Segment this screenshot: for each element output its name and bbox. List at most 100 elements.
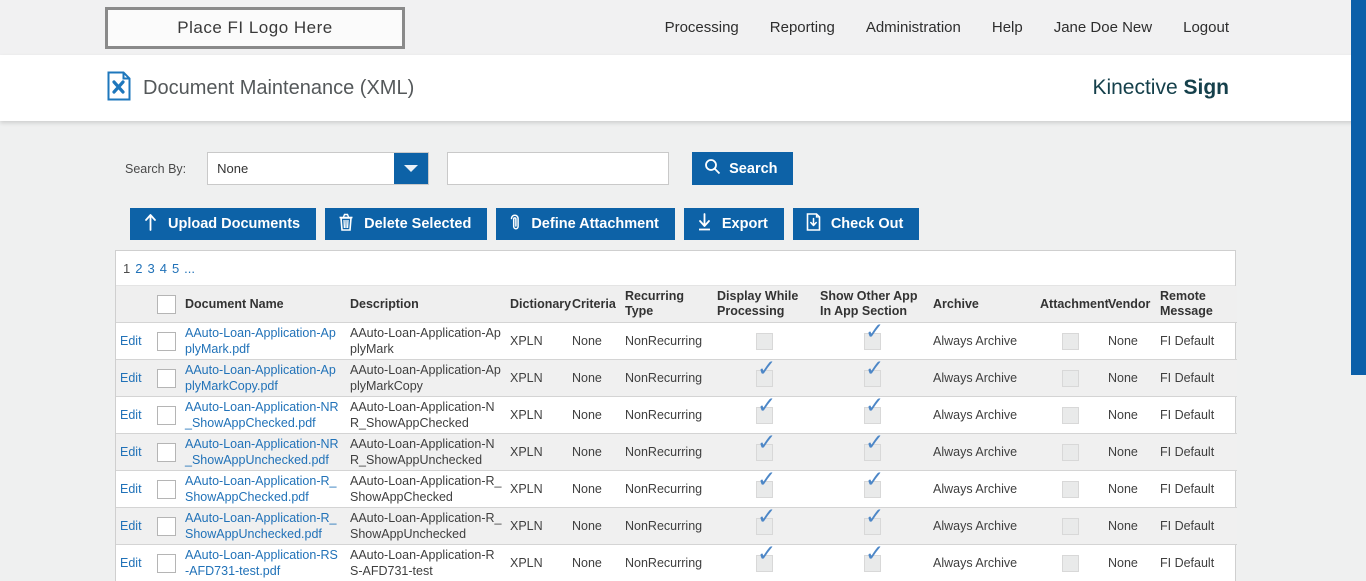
dictionary-value: XPLN: [510, 445, 543, 459]
row-select-checkbox[interactable]: [157, 479, 176, 499]
criteria-value: None: [572, 371, 602, 385]
edit-link[interactable]: Edit: [120, 334, 142, 348]
document-name-link[interactable]: AAuto-Loan-Application-RS-AFD731-test.pd…: [185, 548, 338, 579]
row-select-checkbox[interactable]: [157, 405, 176, 425]
document-name-link[interactable]: AAuto-Loan-Application-R_ShowAppUnchecke…: [185, 511, 337, 541]
export-button[interactable]: Export: [683, 208, 784, 240]
edit-link[interactable]: Edit: [120, 445, 142, 459]
show-other-app-check-icon[interactable]: [864, 435, 884, 461]
nav-administration[interactable]: Administration: [865, 19, 961, 36]
pagination-page-5[interactable]: 5: [171, 260, 180, 276]
nav-user-name[interactable]: Jane Doe New: [1053, 19, 1153, 36]
document-name-link[interactable]: AAuto-Loan-Application-ApplyMark.pdf: [185, 326, 336, 356]
vertical-scrollbar-thumb[interactable]: [1351, 0, 1366, 375]
row-select-checkbox[interactable]: [157, 368, 176, 388]
display-while-processing-check-icon[interactable]: [756, 332, 773, 350]
display-while-processing-check-icon[interactable]: [756, 361, 776, 387]
define-attachment-button[interactable]: Define Attachment: [496, 208, 675, 240]
header-vendor: Vendor: [1108, 296, 1151, 311]
table-row: Edit AAuto-Loan-Application-ApplyMarkCop…: [116, 359, 1237, 397]
attachment-check-icon[interactable]: [1061, 332, 1079, 350]
search-input[interactable]: [447, 152, 670, 185]
vendor-value: None: [1108, 371, 1138, 385]
display-while-processing-check-icon[interactable]: [756, 472, 776, 498]
remote-message-value: FI Default: [1160, 482, 1215, 496]
attachment-check-icon[interactable]: [1061, 406, 1079, 424]
header-display-while-processing: Display While Processing: [717, 289, 799, 318]
header-edit: [116, 286, 153, 323]
header-recurring-type: Recurring Type: [625, 289, 685, 318]
search-by-dropdown[interactable]: None: [207, 152, 430, 185]
document-name-link[interactable]: AAuto-Loan-Application-NR_ShowAppChecked…: [185, 400, 339, 430]
search-button[interactable]: Search: [692, 152, 793, 185]
row-select-checkbox[interactable]: [157, 442, 176, 462]
criteria-value: None: [572, 519, 602, 533]
edit-link[interactable]: Edit: [120, 371, 142, 385]
table-row: Edit AAuto-Loan-Application-ApplyMark.pd…: [116, 322, 1237, 360]
nav-logout[interactable]: Logout: [1183, 19, 1229, 36]
select-all-checkbox[interactable]: [157, 294, 176, 314]
document-name-link[interactable]: AAuto-Loan-Application-NR_ShowAppUncheck…: [185, 437, 339, 467]
edit-link[interactable]: Edit: [120, 482, 142, 496]
display-while-processing-check-icon[interactable]: [756, 509, 776, 535]
delete-selected-button[interactable]: Delete Selected: [325, 208, 488, 240]
nav-reporting[interactable]: Reporting: [769, 19, 835, 36]
archive-value: Always Archive: [933, 371, 1018, 385]
row-select-checkbox[interactable]: [157, 553, 176, 573]
show-other-app-check-icon[interactable]: [864, 324, 884, 350]
show-other-app-check-icon[interactable]: [864, 361, 884, 387]
pagination-page-3[interactable]: 3: [147, 260, 155, 276]
check-out-label: Check Out: [830, 216, 904, 232]
search-section: Search By: None Search: [125, 152, 1366, 185]
show-other-app-check-icon[interactable]: [864, 472, 884, 498]
attachment-check-icon[interactable]: [1061, 443, 1079, 461]
attachment-check-icon[interactable]: [1061, 480, 1079, 498]
archive-value: Always Archive: [933, 482, 1018, 496]
remote-message-value: FI Default: [1160, 334, 1215, 348]
display-while-processing-check-icon[interactable]: [756, 398, 776, 424]
pagination-current-page: 1: [123, 260, 131, 276]
pagination-page-4[interactable]: 4: [159, 260, 167, 276]
header-remote-message: Remote Message: [1160, 289, 1213, 318]
nav-help[interactable]: Help: [991, 19, 1023, 36]
attachment-check-icon[interactable]: [1061, 554, 1079, 572]
title-bar: Document Maintenance (XML) Kinective Sig…: [0, 55, 1366, 121]
archive-value: Always Archive: [933, 334, 1018, 348]
dictionary-value: XPLN: [510, 482, 543, 496]
document-name-link[interactable]: AAuto-Loan-Application-ApplyMarkCopy.pdf: [185, 363, 336, 393]
attachment-check-icon[interactable]: [1061, 517, 1079, 535]
document-table-card: 1 2 3 4 5 ... Document Name Description …: [115, 250, 1237, 581]
edit-link[interactable]: Edit: [120, 408, 142, 422]
show-other-app-check-icon[interactable]: [864, 546, 884, 572]
check-out-button[interactable]: Check Out: [792, 208, 920, 240]
document-name-link[interactable]: AAuto-Loan-Application-R_ShowAppChecked.…: [185, 474, 337, 504]
row-select-checkbox[interactable]: [157, 331, 176, 351]
edit-link[interactable]: Edit: [120, 556, 142, 571]
vendor-value: None: [1108, 519, 1138, 533]
display-while-processing-check-icon[interactable]: [756, 546, 776, 572]
recurring-type-value: NonRecurring: [625, 482, 703, 496]
criteria-value: None: [572, 445, 602, 459]
recurring-type-value: NonRecurring: [625, 556, 703, 571]
attachment-check-icon[interactable]: [1061, 369, 1079, 387]
show-other-app-check-icon[interactable]: [864, 509, 884, 535]
table-row: Edit AAuto-Loan-Application-NR_ShowAppUn…: [116, 433, 1237, 471]
recurring-type-value: NonRecurring: [625, 334, 703, 348]
pagination-page-2[interactable]: 2: [135, 260, 143, 276]
row-select-checkbox[interactable]: [157, 516, 176, 536]
page-title: Document Maintenance (XML): [143, 76, 415, 99]
nav-processing[interactable]: Processing: [664, 19, 739, 36]
upload-documents-button[interactable]: Upload Documents: [130, 208, 317, 240]
dropdown-toggle-button[interactable]: [394, 153, 429, 184]
vendor-value: None: [1108, 556, 1138, 571]
header-attachment: Attachment: [1040, 296, 1109, 311]
criteria-value: None: [572, 482, 602, 496]
remote-message-value: FI Default: [1160, 556, 1215, 571]
table-row: Edit AAuto-Loan-Application-R_ShowAppUnc…: [116, 507, 1237, 545]
delete-selected-label: Delete Selected: [364, 216, 472, 232]
pagination-ellipsis[interactable]: ...: [184, 260, 196, 276]
display-while-processing-check-icon[interactable]: [756, 435, 776, 461]
show-other-app-check-icon[interactable]: [864, 398, 884, 424]
edit-link[interactable]: Edit: [120, 519, 142, 533]
description-text: AAuto-Loan-Application-R_ShowAppUnchecke…: [350, 511, 502, 541]
